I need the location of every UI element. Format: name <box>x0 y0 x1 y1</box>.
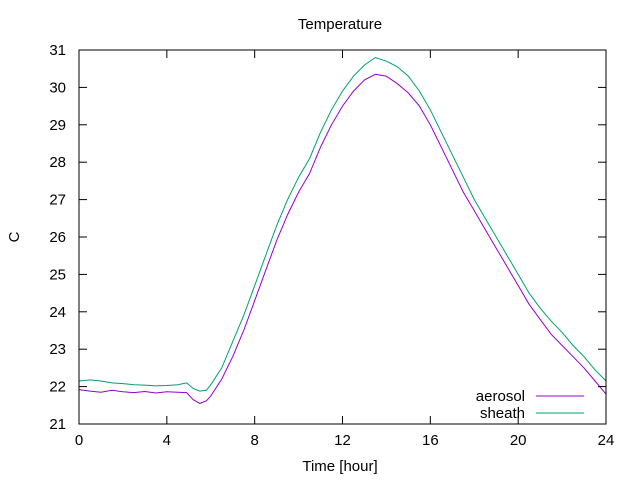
chart-title: Temperature <box>298 16 382 33</box>
x-tick-label: 8 <box>250 432 258 449</box>
legend-label-sheath: sheath <box>480 405 525 422</box>
x-tick-label: 4 <box>163 432 171 449</box>
x-tick-label: 12 <box>334 432 351 449</box>
y-tick-label: 29 <box>49 117 66 134</box>
y-tick-label: 21 <box>49 416 66 433</box>
series-line-aerosol <box>78 73 607 404</box>
y-tick-label: 26 <box>49 229 66 246</box>
x-tick-label: 20 <box>510 432 527 449</box>
y-tick-label: 22 <box>49 379 66 396</box>
x-tick-label: 24 <box>598 432 615 449</box>
legend-label-aerosol: aerosol <box>476 388 525 405</box>
y-tick-label: 23 <box>49 341 66 358</box>
y-tick-label: 30 <box>49 79 66 96</box>
y-tick-label: 28 <box>49 154 66 171</box>
x-axis-label: Time [hour] <box>302 458 377 475</box>
y-tick-label: 27 <box>49 192 66 209</box>
x-tick-label: 0 <box>75 432 83 449</box>
y-tick-label: 31 <box>49 42 66 59</box>
y-axis-label: C <box>6 231 23 242</box>
series-line-sheath <box>78 56 607 392</box>
ticks-layer: 0 4 8 12 16 20 24 21 22 23 24 25 26 27 28 29 30 31 <box>49 42 614 449</box>
y-tick-label: 25 <box>49 266 66 283</box>
y-tick-label: 24 <box>49 304 66 321</box>
x-tick-label: 16 <box>422 432 439 449</box>
series-layer <box>78 56 607 404</box>
